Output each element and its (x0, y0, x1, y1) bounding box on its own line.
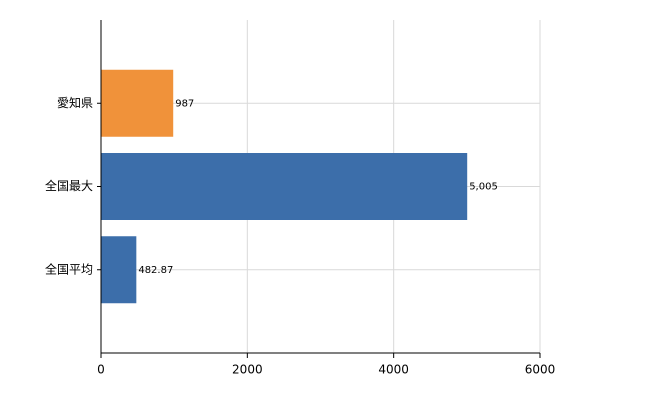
y-tick-label: 全国最大 (45, 178, 93, 193)
bar (101, 153, 468, 220)
x-tick-label: 0 (97, 363, 105, 377)
value-label: 482.87 (138, 265, 173, 276)
y-tick-label: 全国平均 (45, 261, 93, 276)
value-label: 5,005 (469, 182, 498, 193)
x-tick-label: 6000 (525, 363, 556, 377)
x-tick-label: 4000 (378, 363, 409, 377)
bar (101, 69, 174, 137)
y-tick-label: 愛知県 (57, 96, 93, 110)
value-label: 987 (175, 98, 194, 109)
bar (101, 236, 137, 304)
x-tick-label: 2000 (232, 363, 263, 377)
